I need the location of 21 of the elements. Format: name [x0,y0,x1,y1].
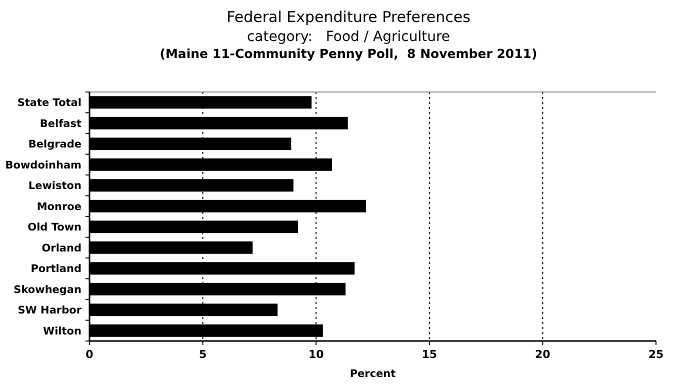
x-tick-label: 5 [198,348,207,361]
x-tick-label: 20 [535,348,551,361]
x-tick-label: 0 [86,348,94,361]
y-tick-label: Orland [42,242,82,254]
y-tick-label: Bowdoinham [5,159,82,172]
y-tick-label: State Total [17,97,82,110]
chart-title: Federal Expenditure Preferences [226,8,471,26]
y-tick-label: Lewiston [28,180,82,192]
x-tick-label: 10 [308,348,324,361]
y-tick-label: Monroe [36,200,82,213]
y-tick-label: Portland [30,263,82,276]
x-axis-title: Percent [350,368,396,380]
y-tick-label: Skowhegan [14,284,82,296]
x-tick-label: 25 [648,348,664,361]
x-tick-label: 15 [422,348,438,361]
y-tick-label: Belgrade [28,138,82,151]
y-tick-label: Wilton [43,325,82,338]
y-tick-label: Belfast [40,118,82,130]
y-tick-label: SW Harbor [18,304,82,317]
chart-subtitle: category: Food / Agriculture (Maine 11-Community Penny Poll, 8 November 2011) [160,29,538,61]
y-tick-label: Old Town [28,222,82,234]
